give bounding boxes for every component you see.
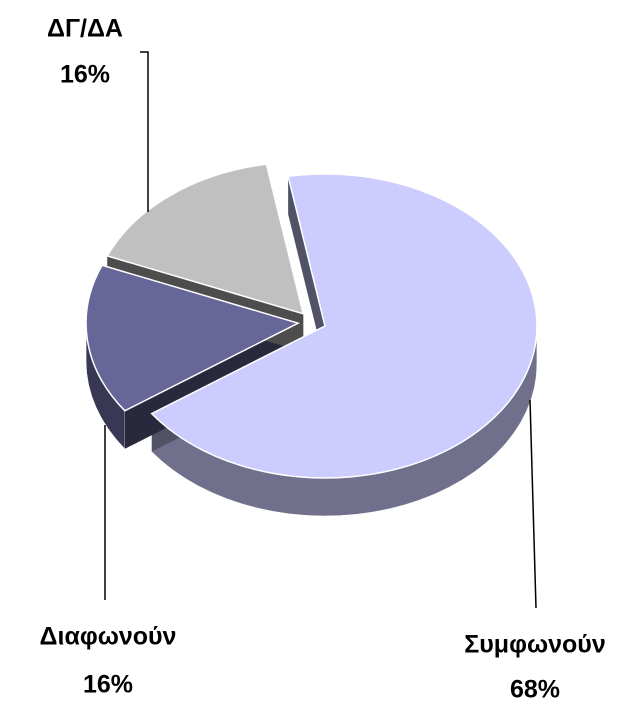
slice-label: ΔΓ/ΔΑ [47,15,123,43]
slice-label: Συμφωνούν [464,631,605,659]
slice [150,173,538,479]
value-label: 68% [510,676,560,704]
slice [106,163,305,315]
leader-line [529,399,537,609]
slice [85,264,301,412]
pie [85,163,538,517]
value-label: 16% [83,671,133,699]
slice-face [288,176,325,365]
value-label: 16% [60,61,110,89]
slice-label: Διαφωνούν [40,623,177,651]
leader-line [140,51,149,212]
